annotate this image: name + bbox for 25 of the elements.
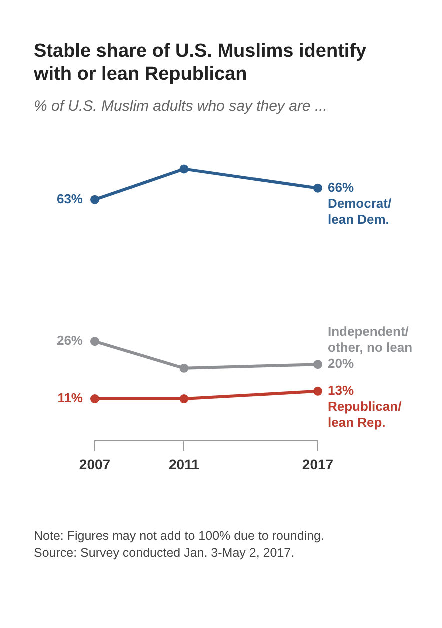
- point: [90, 394, 100, 404]
- source-note: Source: Survey conducted Jan. 3-May 2, 2017.: [34, 545, 296, 562]
- data-label: 66%: [328, 180, 354, 195]
- chart-subtitle: % of U.S. Muslim adults who say they are ...: [34, 98, 328, 115]
- series-label: Independent/ other, no lean: [328, 324, 413, 356]
- point: [180, 364, 189, 373]
- data-label: 26%: [56, 333, 84, 348]
- data-label: 11%: [58, 390, 84, 406]
- point: [314, 386, 322, 396]
- data-label: 63%: [56, 191, 84, 206]
- chart-title: Stable share of U.S. Muslims identify with or lean Republican: [34, 40, 368, 86]
- point: [180, 164, 189, 174]
- data-label: 13%: [328, 382, 354, 398]
- x-tick-label: 2017: [302, 456, 334, 472]
- text: Note: Figures may not add to 100% due to rounding.: [34, 528, 324, 545]
- x-tick-label: 2007: [79, 456, 111, 472]
- data-label: 20%: [328, 356, 354, 372]
- point: [90, 195, 100, 204]
- series-label: Democrat/ lean Dem.: [328, 196, 392, 227]
- point: [90, 337, 100, 346]
- series-label: Republican/ lean Rep.: [328, 398, 402, 430]
- x-tick-label: 2011: [169, 456, 200, 472]
- point: [314, 184, 322, 193]
- point: [314, 360, 322, 370]
- point: [180, 394, 189, 404]
